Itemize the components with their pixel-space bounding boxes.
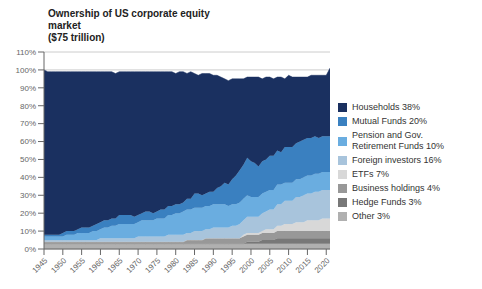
svg-text:50%: 50%: [20, 155, 36, 164]
svg-text:110%: 110%: [16, 48, 36, 57]
svg-text:1975: 1975: [143, 256, 162, 275]
svg-text:10%: 10%: [20, 227, 36, 236]
svg-text:1985: 1985: [181, 256, 200, 275]
svg-text:2015: 2015: [294, 256, 313, 275]
html-text:Ownership of US corporate equi: Ownership of US corporate equity market …: [48, 8, 210, 43]
svg-text:1945: 1945: [30, 256, 49, 275]
svg-text:30%: 30%: [20, 191, 36, 200]
html-text:Foreign investors 16%: Foreign investors 16%: [352, 155, 442, 165]
svg-text:20%: 20%: [20, 209, 36, 218]
svg-text:0%: 0%: [24, 245, 36, 254]
svg-text:100%: 100%: [16, 66, 36, 75]
svg-text:1960: 1960: [87, 256, 106, 275]
svg-text:2020: 2020: [313, 256, 332, 275]
html-text:ETFs 7%: ETFs 7%: [352, 169, 389, 179]
svg-text:40%: 40%: [20, 173, 36, 182]
svg-text:1990: 1990: [200, 256, 219, 275]
svg-text:60%: 60%: [20, 137, 36, 146]
html-text:Pension and Gov. Retirement Fu: Pension and Gov. Retirement Funds 10%: [352, 130, 444, 151]
html-text:Mutual Funds 20%: Mutual Funds 20%: [352, 116, 427, 126]
html-text:Households 38%: Households 38%: [352, 102, 420, 112]
html-text:Hedge Funds 3%: Hedge Funds 3%: [352, 197, 422, 207]
html-text:Business holdings 4%: Business holdings 4%: [352, 183, 441, 193]
svg-text:70%: 70%: [20, 119, 36, 128]
svg-text:1995: 1995: [219, 256, 238, 275]
svg-text:90%: 90%: [20, 84, 36, 93]
svg-text:1950: 1950: [49, 256, 68, 275]
svg-text:2005: 2005: [256, 256, 275, 275]
svg-text:1955: 1955: [68, 256, 87, 275]
svg-text:1965: 1965: [106, 256, 125, 275]
svg-text:2010: 2010: [275, 256, 294, 275]
svg-text:1980: 1980: [162, 256, 181, 275]
html-text:Other 3%: Other 3%: [352, 211, 390, 221]
svg-text:1970: 1970: [125, 256, 144, 275]
svg-text:2000: 2000: [237, 256, 256, 275]
svg-text:80%: 80%: [20, 102, 36, 111]
